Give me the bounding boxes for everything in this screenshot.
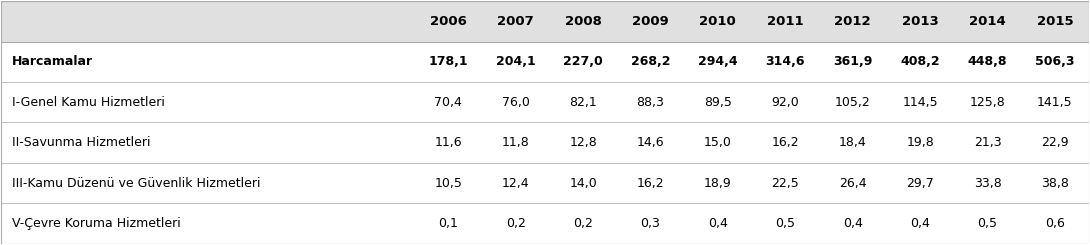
- Text: 21,3: 21,3: [973, 136, 1002, 149]
- Text: 10,5: 10,5: [434, 177, 462, 190]
- Text: 178,1: 178,1: [428, 55, 468, 68]
- Text: 2014: 2014: [969, 15, 1006, 28]
- Text: 19,8: 19,8: [906, 136, 934, 149]
- Text: 0,4: 0,4: [707, 217, 728, 230]
- Text: 408,2: 408,2: [900, 55, 940, 68]
- Text: 22,9: 22,9: [1041, 136, 1068, 149]
- Text: II-Savunma Hizmetleri: II-Savunma Hizmetleri: [12, 136, 150, 149]
- Text: 294,4: 294,4: [698, 55, 738, 68]
- Text: 0,4: 0,4: [843, 217, 862, 230]
- Text: 0,5: 0,5: [775, 217, 796, 230]
- Text: 361,9: 361,9: [833, 55, 872, 68]
- Text: 11,8: 11,8: [501, 136, 530, 149]
- Text: 14,0: 14,0: [569, 177, 597, 190]
- Text: 22,5: 22,5: [772, 177, 799, 190]
- Text: 125,8: 125,8: [970, 96, 1005, 109]
- Text: 15,0: 15,0: [704, 136, 731, 149]
- Text: 2009: 2009: [632, 15, 669, 28]
- Text: 105,2: 105,2: [835, 96, 871, 109]
- Text: III-Kamu Düzenü ve Güvenlik Hizmetleri: III-Kamu Düzenü ve Güvenlik Hizmetleri: [12, 177, 261, 190]
- Text: 92,0: 92,0: [772, 96, 799, 109]
- Bar: [1, 122, 1089, 163]
- Text: 88,3: 88,3: [637, 96, 665, 109]
- Text: 14,6: 14,6: [637, 136, 664, 149]
- Text: 16,2: 16,2: [637, 177, 664, 190]
- Text: 0,2: 0,2: [573, 217, 593, 230]
- Text: 448,8: 448,8: [968, 55, 1007, 68]
- Text: 33,8: 33,8: [973, 177, 1002, 190]
- Text: 2006: 2006: [429, 15, 467, 28]
- Text: 0,1: 0,1: [438, 217, 458, 230]
- Text: 0,3: 0,3: [641, 217, 661, 230]
- Text: V-Çevre Koruma Hizmetleri: V-Çevre Koruma Hizmetleri: [12, 217, 181, 230]
- Text: 2010: 2010: [700, 15, 736, 28]
- Text: 314,6: 314,6: [765, 55, 806, 68]
- Text: 26,4: 26,4: [839, 177, 867, 190]
- Text: I-Genel Kamu Hizmetleri: I-Genel Kamu Hizmetleri: [12, 96, 166, 109]
- Text: 12,4: 12,4: [501, 177, 530, 190]
- Text: 82,1: 82,1: [569, 96, 597, 109]
- Text: 0,6: 0,6: [1045, 217, 1065, 230]
- Text: 2007: 2007: [497, 15, 534, 28]
- Text: 18,4: 18,4: [839, 136, 867, 149]
- Text: 18,9: 18,9: [704, 177, 731, 190]
- Text: 11,6: 11,6: [435, 136, 462, 149]
- Text: 506,3: 506,3: [1036, 55, 1075, 68]
- Text: 70,4: 70,4: [434, 96, 462, 109]
- Bar: [1, 82, 1089, 122]
- Text: 268,2: 268,2: [631, 55, 670, 68]
- Text: Harcamalar: Harcamalar: [12, 55, 94, 68]
- Bar: [1, 163, 1089, 203]
- Text: 29,7: 29,7: [906, 177, 934, 190]
- Text: 2013: 2013: [901, 15, 938, 28]
- Text: 16,2: 16,2: [772, 136, 799, 149]
- Bar: [1, 1, 1089, 42]
- Text: 2012: 2012: [834, 15, 871, 28]
- Text: 204,1: 204,1: [496, 55, 535, 68]
- Text: 0,2: 0,2: [506, 217, 525, 230]
- Bar: [1, 42, 1089, 82]
- Text: 0,5: 0,5: [978, 217, 997, 230]
- Text: 89,5: 89,5: [704, 96, 731, 109]
- Text: 38,8: 38,8: [1041, 177, 1069, 190]
- Text: 2015: 2015: [1037, 15, 1074, 28]
- Text: 114,5: 114,5: [903, 96, 937, 109]
- Text: 0,4: 0,4: [910, 217, 930, 230]
- Text: 2011: 2011: [767, 15, 803, 28]
- Text: 2008: 2008: [565, 15, 602, 28]
- Text: 12,8: 12,8: [569, 136, 597, 149]
- Text: 227,0: 227,0: [564, 55, 603, 68]
- Text: 76,0: 76,0: [501, 96, 530, 109]
- Text: 141,5: 141,5: [1037, 96, 1073, 109]
- Bar: [1, 203, 1089, 244]
